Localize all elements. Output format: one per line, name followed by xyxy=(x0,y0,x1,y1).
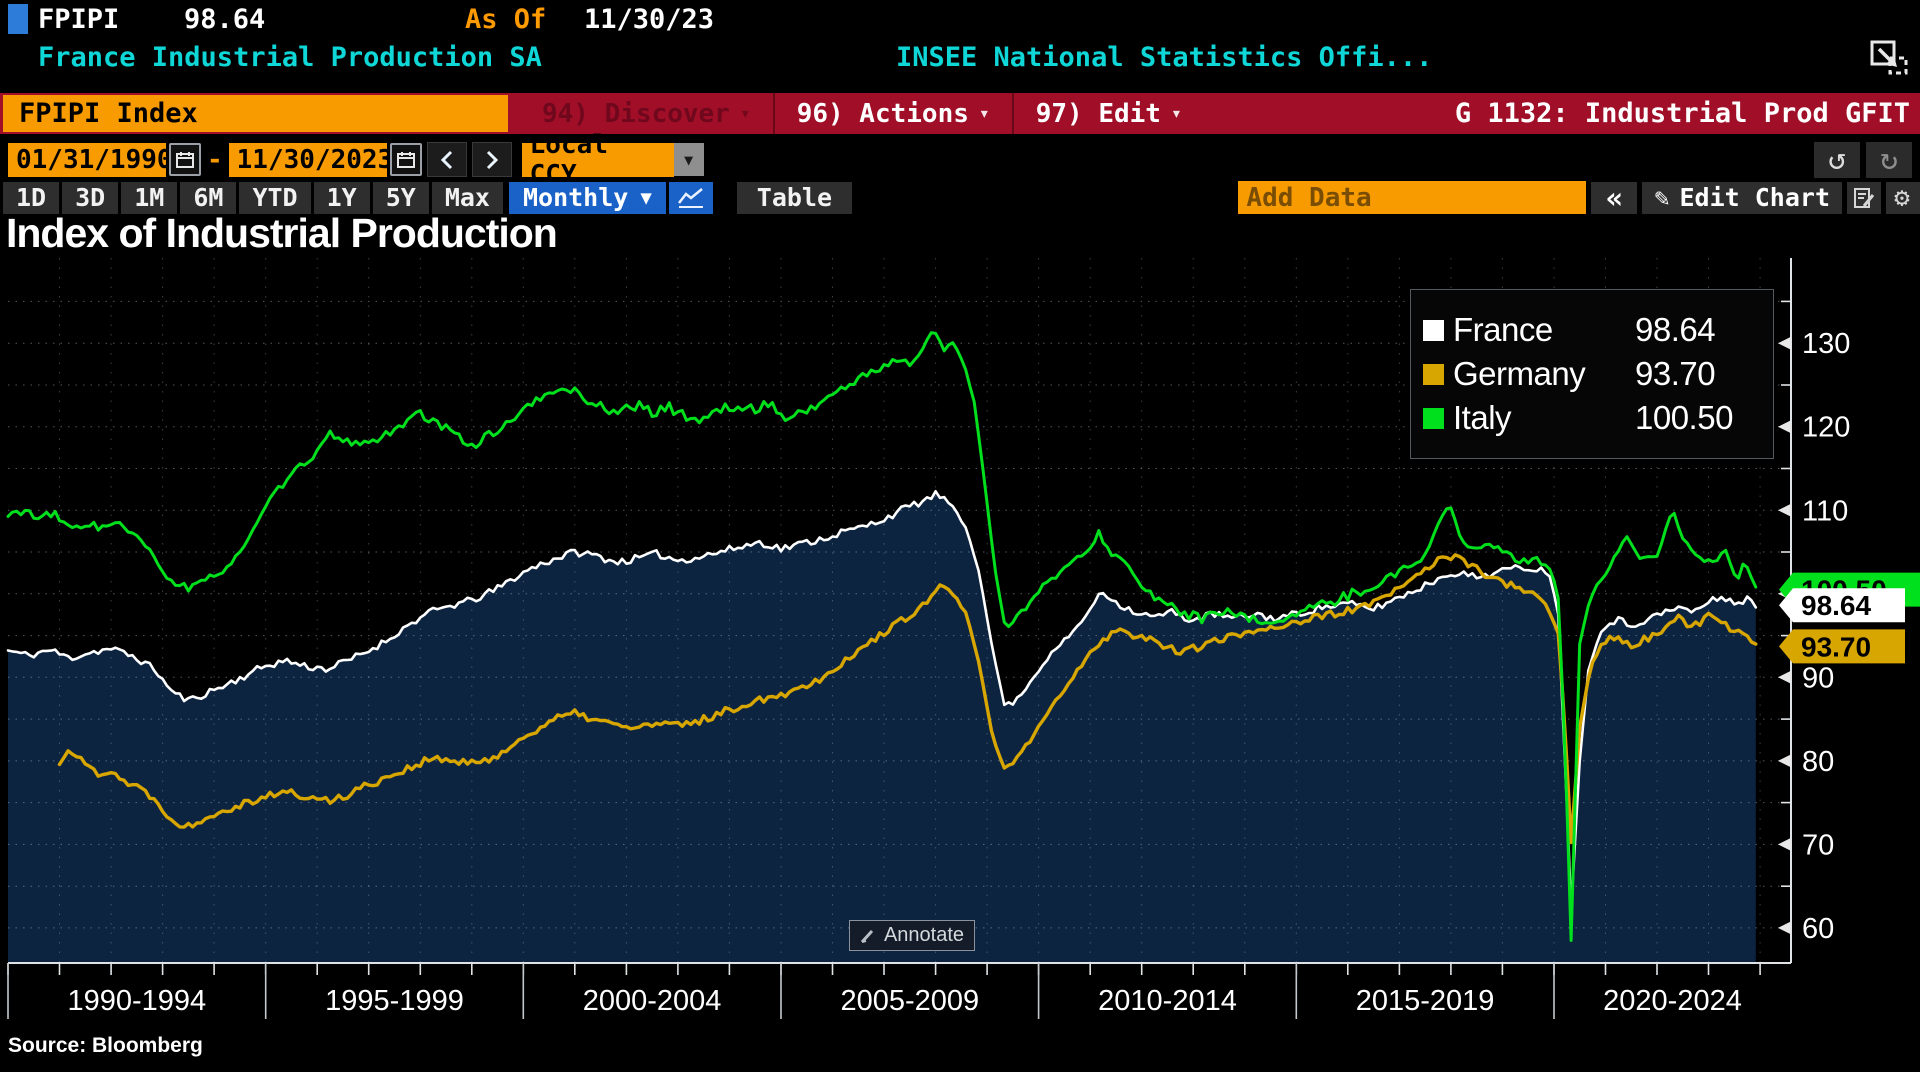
calendar-icon[interactable] xyxy=(169,143,201,176)
redo-button[interactable]: ↻ xyxy=(1866,141,1912,178)
menu-bar: FPIPI Index 94) Discover ▾ 96) Actions ▾… xyxy=(0,93,1920,134)
x-axis-label: 2000-2004 xyxy=(583,985,722,1017)
period-tab-5y[interactable]: 5Y xyxy=(372,181,429,214)
series-line-france xyxy=(6,490,1758,910)
period-tabs: 1D 3D 1M 6M YTD 1Y 5Y Max xyxy=(0,181,503,214)
collapse-button[interactable]: « xyxy=(1591,181,1638,215)
legend-item-france[interactable]: France 98.64 xyxy=(1423,308,1761,352)
gear-icon: ⚙ xyxy=(1894,182,1910,213)
axis-badge-value: 93.70 xyxy=(1801,631,1871,662)
legend-label: Italy xyxy=(1453,399,1512,436)
series-line-italy xyxy=(6,331,1758,942)
y-axis-label: 80 xyxy=(1802,746,1834,778)
period-tab-max[interactable]: Max xyxy=(431,181,503,214)
y-tick-arrow-icon xyxy=(1778,503,1791,517)
as-of-date: 11/30/23 xyxy=(584,4,715,35)
date-from-input[interactable]: 01/31/1990 xyxy=(8,142,173,177)
chart-notes-icon[interactable] xyxy=(1847,181,1881,214)
redo-icon: ↻ xyxy=(1879,142,1899,177)
annotate-button[interactable]: Annotate xyxy=(849,920,975,951)
line-chart-icon[interactable] xyxy=(668,181,713,214)
table-button[interactable]: Table xyxy=(736,181,853,214)
security-name: France Industrial Production SA xyxy=(38,42,542,73)
pencil-icon: ✎ xyxy=(1654,183,1670,212)
y-tick-arrow-icon xyxy=(1778,754,1791,768)
chart-title: Index of Industrial Production xyxy=(6,210,558,256)
y-tick-arrow-icon xyxy=(1778,336,1791,350)
legend-swatch xyxy=(1423,407,1444,429)
chevron-down-icon: ▾ xyxy=(978,103,990,124)
next-period-button[interactable] xyxy=(471,142,512,177)
axis-badge-value: 98.64 xyxy=(1801,590,1871,621)
frequency-select[interactable]: Monthly ▼ xyxy=(508,181,666,214)
chevron-down-icon: ▼ xyxy=(640,186,652,209)
menu-discover[interactable]: 94) Discover ▾ xyxy=(542,98,751,129)
ticker-input[interactable]: FPIPI Index xyxy=(3,95,508,132)
undo-button[interactable]: ↺ xyxy=(1814,141,1860,178)
legend-value: 93.70 xyxy=(1635,355,1716,392)
data-provider-name: INSEE National Statistics Offi... xyxy=(896,42,1433,73)
x-axis-label: 1995-1999 xyxy=(325,985,464,1017)
settings-button[interactable]: ⚙ xyxy=(1886,181,1920,214)
chevron-down-icon: ▾ xyxy=(739,103,751,124)
period-tab-1m[interactable]: 1M xyxy=(121,181,178,214)
menu-actions[interactable]: 96) Actions ▾ xyxy=(772,93,1012,134)
y-axis-label: 120 xyxy=(1802,412,1850,444)
menu-edit[interactable]: 97) Edit ▾ xyxy=(1011,93,1204,134)
y-tick-arrow-icon xyxy=(1778,921,1791,935)
legend-item-italy[interactable]: Italy 100.50 xyxy=(1423,396,1761,440)
series-fill-france xyxy=(8,491,1756,963)
chart-id-label: G 1132: Industrial Prod GFIT xyxy=(1454,98,1910,129)
export-icon[interactable] xyxy=(1864,40,1914,76)
legend-label: France xyxy=(1453,311,1553,348)
source-label: Source: Bloomberg xyxy=(8,1034,203,1057)
x-axis-label: 2010-2014 xyxy=(1098,985,1237,1017)
legend-label: Germany xyxy=(1453,355,1586,392)
x-axis-label: 2020-2024 xyxy=(1603,985,1742,1017)
ticker-symbol: FPIPI xyxy=(38,4,120,35)
legend-item-germany[interactable]: Germany 93.70 xyxy=(1423,352,1761,396)
legend-value: 98.64 xyxy=(1635,311,1716,348)
panel-number-marker xyxy=(8,4,28,34)
period-tab-1d[interactable]: 1D xyxy=(3,181,60,214)
legend-swatch xyxy=(1423,363,1444,385)
undo-icon: ↺ xyxy=(1827,142,1847,177)
y-tick-arrow-icon xyxy=(1778,837,1791,851)
x-axis-label: 2015-2019 xyxy=(1356,985,1495,1017)
last-price: 98.64 xyxy=(184,4,266,35)
chevron-down-icon: ▾ xyxy=(1170,103,1182,124)
y-axis-label: 130 xyxy=(1802,328,1850,360)
y-tick-arrow-icon xyxy=(1778,420,1791,434)
as-of-label: As Of xyxy=(465,4,547,35)
chart-legend: France 98.64 Germany 93.70 Italy 100.50 xyxy=(1410,289,1774,459)
legend-value: 100.50 xyxy=(1635,399,1733,436)
pencil-icon xyxy=(860,929,874,943)
period-tab-6m[interactable]: 6M xyxy=(180,181,237,214)
date-range-bar: 01/31/1990 - 11/30/2023 Local CCY ▼ ↺ ↻ xyxy=(0,130,1920,190)
date-range-separator: - xyxy=(207,144,223,175)
series-line-germany xyxy=(57,553,1758,845)
calendar-icon[interactable] xyxy=(389,143,422,176)
legend-swatch xyxy=(1423,319,1444,341)
axis-badge-germany xyxy=(1779,629,1905,664)
edit-chart-button[interactable]: ✎ Edit Chart xyxy=(1642,181,1842,214)
y-axis-label: 110 xyxy=(1802,495,1848,527)
date-to-input[interactable]: 11/30/2023 xyxy=(228,142,393,177)
axis-badge-france xyxy=(1779,588,1905,623)
add-data-input[interactable] xyxy=(1238,181,1587,214)
x-axis-label: 1990-1994 xyxy=(67,985,206,1017)
y-axis-label: 60 xyxy=(1802,913,1834,945)
period-tab-ytd[interactable]: YTD xyxy=(239,181,311,214)
y-axis-label: 90 xyxy=(1802,662,1834,694)
period-tab-3d[interactable]: 3D xyxy=(62,181,119,214)
period-tab-1y[interactable]: 1Y xyxy=(313,181,370,214)
prev-period-button[interactable] xyxy=(426,142,467,177)
y-axis-label: 70 xyxy=(1802,829,1834,861)
chevron-down-icon[interactable]: ▼ xyxy=(673,143,704,176)
x-axis-label: 2005-2009 xyxy=(840,985,979,1017)
y-tick-arrow-icon xyxy=(1778,670,1791,684)
